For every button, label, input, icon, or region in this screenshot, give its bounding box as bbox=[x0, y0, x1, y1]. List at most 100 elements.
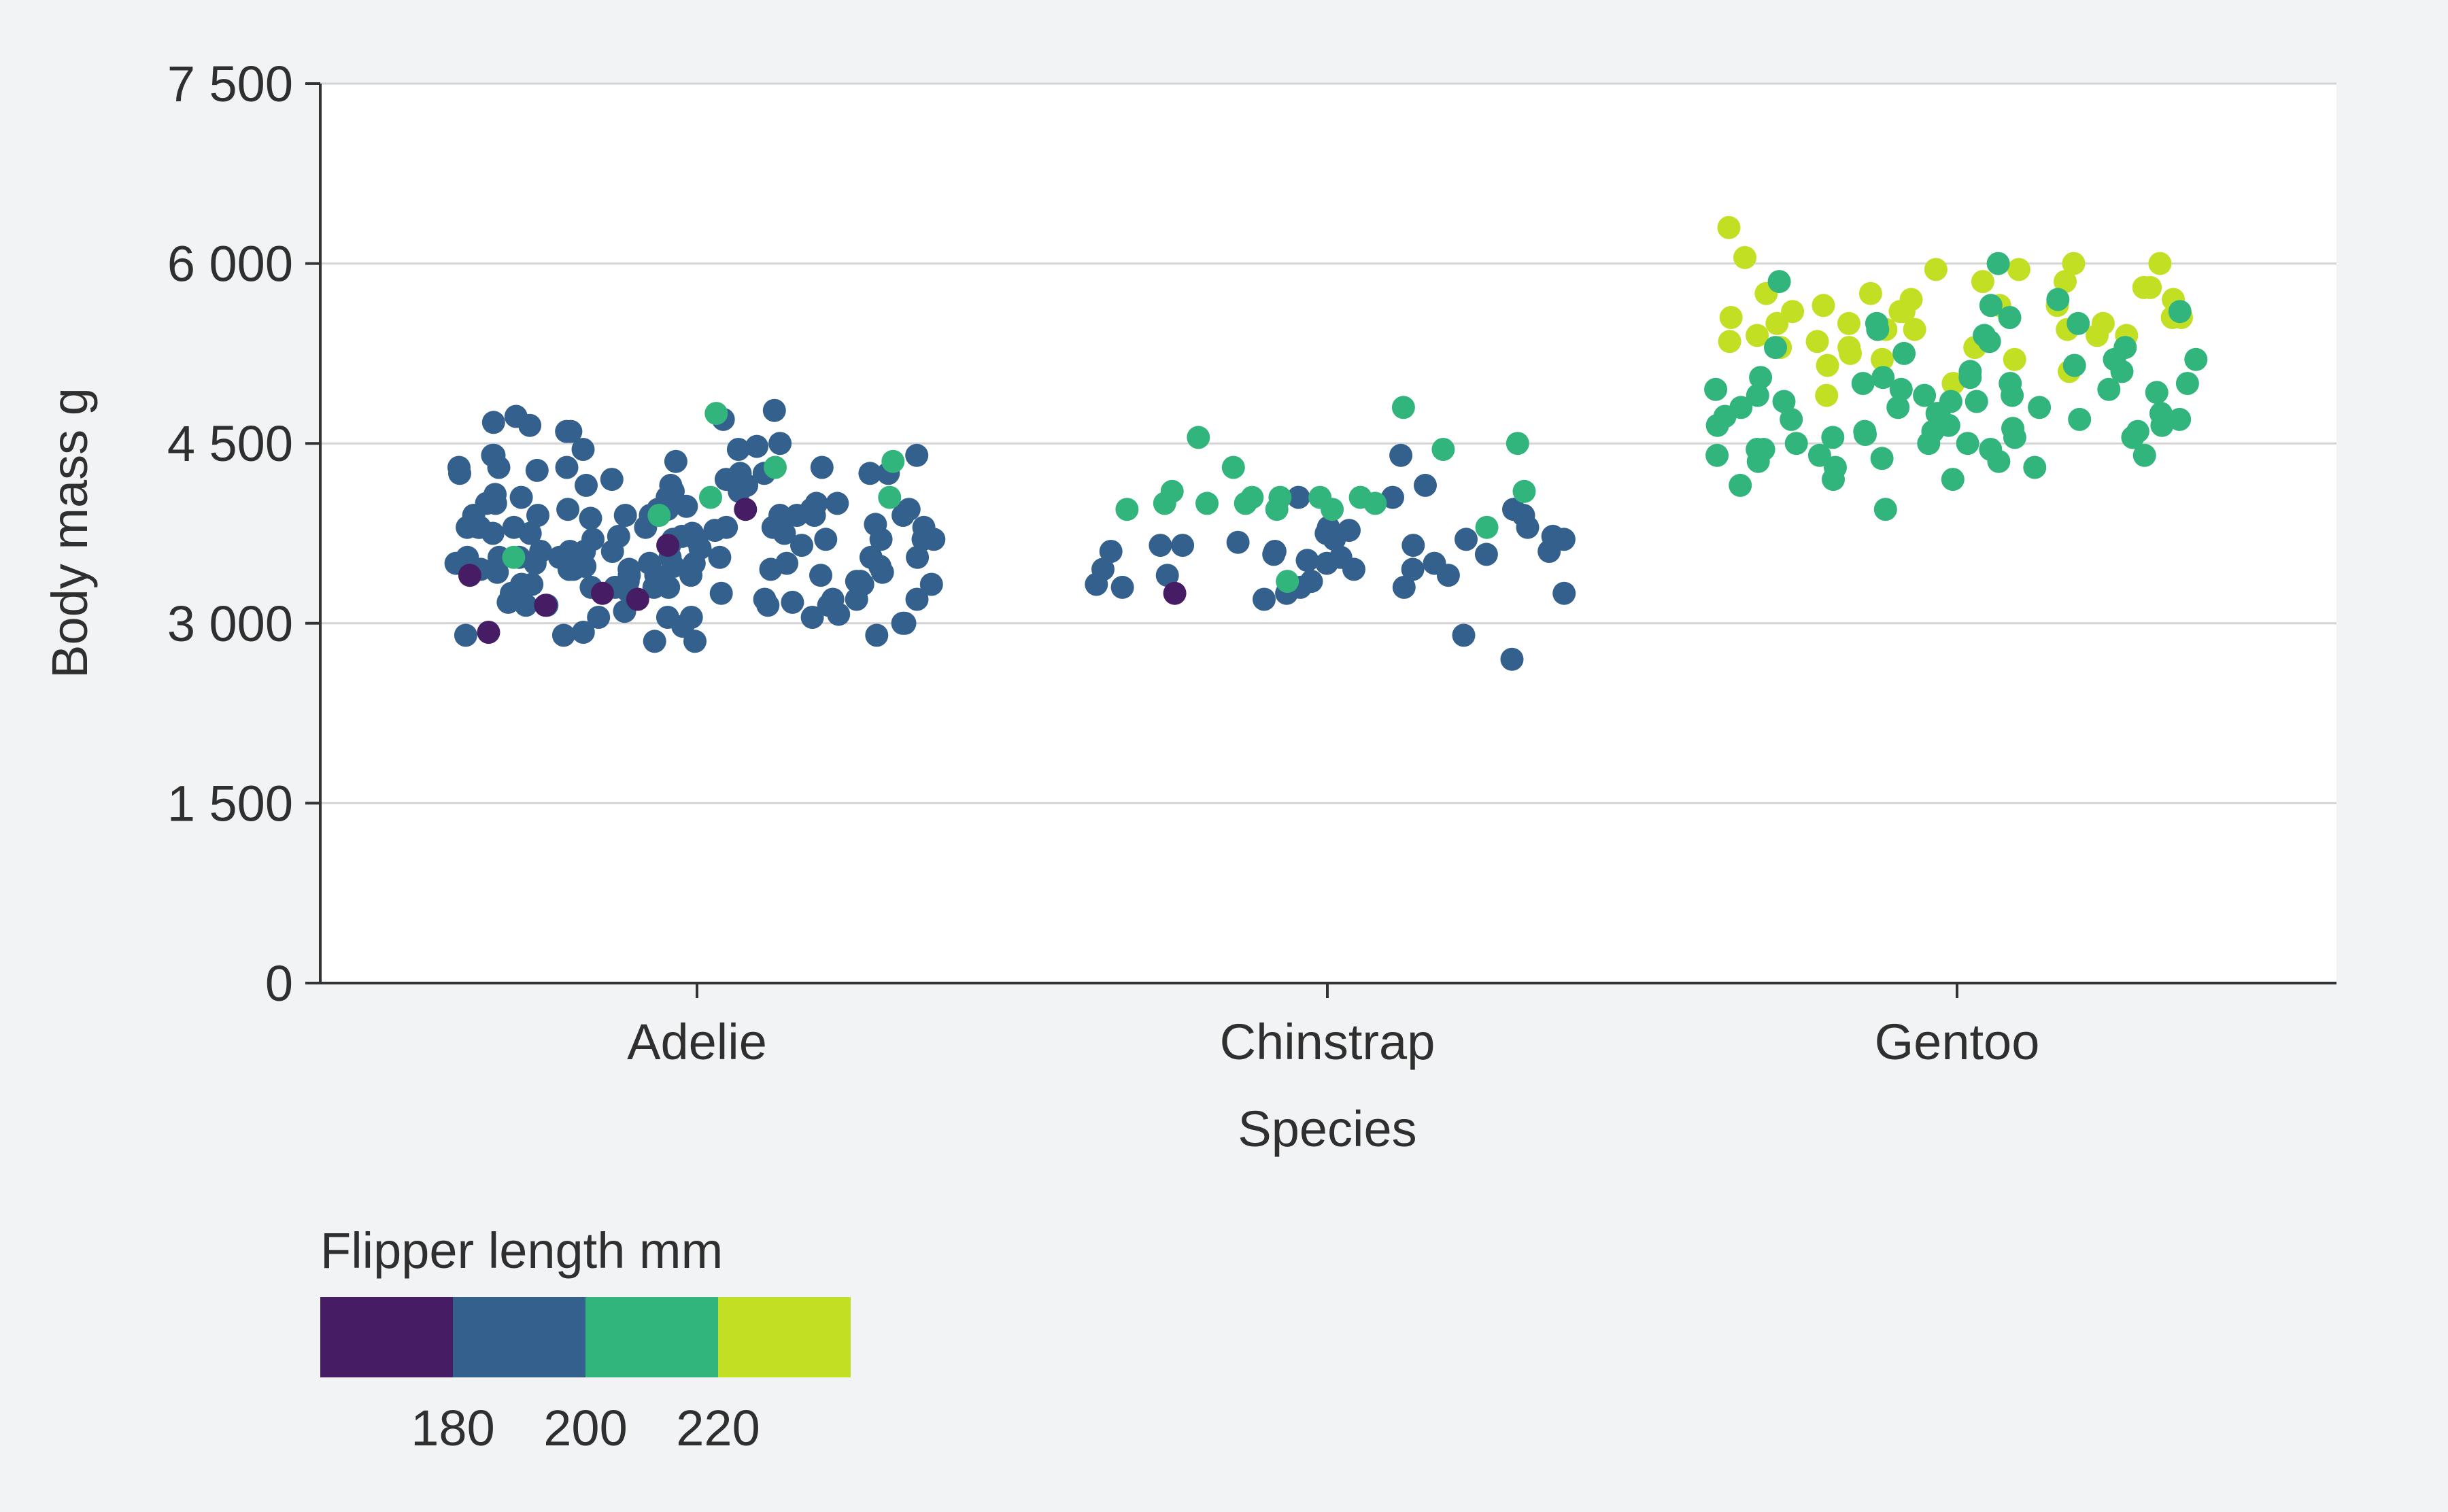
data-point bbox=[800, 606, 824, 629]
data-point bbox=[772, 521, 796, 545]
data-point bbox=[613, 504, 637, 527]
data-point bbox=[2023, 456, 2047, 479]
data-point bbox=[1287, 485, 1310, 509]
data-point bbox=[2184, 347, 2208, 371]
data-point bbox=[2168, 407, 2192, 431]
data-point bbox=[1858, 281, 1882, 305]
data-point bbox=[1719, 306, 1743, 329]
data-point bbox=[764, 456, 787, 479]
data-point bbox=[1401, 557, 1425, 581]
data-point bbox=[502, 545, 526, 569]
data-point bbox=[1099, 540, 1123, 563]
data-point bbox=[1234, 492, 1257, 515]
data-point bbox=[656, 534, 680, 557]
data-point bbox=[2054, 270, 2077, 294]
data-point bbox=[626, 587, 649, 611]
y-tick-label: 6 000 bbox=[167, 236, 293, 292]
data-point bbox=[1815, 383, 1839, 407]
data-point bbox=[555, 419, 579, 443]
data-point bbox=[2046, 288, 2070, 311]
data-point bbox=[575, 473, 598, 497]
data-point bbox=[1110, 575, 1134, 599]
data-point bbox=[1091, 557, 1115, 581]
data-point bbox=[1917, 432, 1941, 456]
data-point bbox=[1268, 485, 1292, 509]
data-point bbox=[579, 506, 602, 530]
legend-break-label: 180 bbox=[411, 1400, 494, 1456]
data-point bbox=[1115, 498, 1139, 521]
data-point bbox=[1822, 468, 1845, 492]
data-point bbox=[781, 590, 804, 614]
data-point bbox=[1913, 383, 1937, 407]
x-axis-title: Species bbox=[1238, 1101, 1416, 1157]
data-point bbox=[656, 606, 679, 629]
data-point bbox=[814, 528, 838, 551]
data-point bbox=[1153, 492, 1176, 515]
data-point bbox=[1381, 485, 1404, 509]
data-point bbox=[573, 555, 597, 578]
data-point bbox=[683, 630, 707, 653]
data-point bbox=[745, 434, 768, 458]
data-point bbox=[496, 590, 520, 614]
data-point bbox=[1552, 581, 1576, 605]
data-point bbox=[504, 405, 528, 428]
color-legend: 180 200 220 bbox=[320, 1297, 851, 1456]
data-point bbox=[2175, 372, 2199, 395]
data-point bbox=[458, 564, 481, 587]
data-point bbox=[1851, 372, 1875, 395]
data-point bbox=[1888, 300, 1912, 324]
data-point bbox=[518, 521, 542, 545]
data-point bbox=[2110, 360, 2134, 383]
data-point bbox=[647, 504, 671, 527]
data-point bbox=[534, 594, 558, 617]
data-point bbox=[1512, 479, 1536, 503]
data-point bbox=[1348, 485, 1372, 509]
data-point bbox=[827, 602, 851, 626]
data-point bbox=[1870, 447, 1894, 470]
legend-color-swatch bbox=[718, 1297, 851, 1377]
legend-break-label: 200 bbox=[543, 1400, 627, 1456]
data-point bbox=[703, 519, 727, 543]
data-point bbox=[826, 492, 849, 515]
data-point bbox=[1414, 473, 1437, 497]
data-point bbox=[762, 398, 786, 422]
legend-color-swatch bbox=[585, 1297, 718, 1377]
data-point bbox=[1886, 396, 1910, 419]
data-point bbox=[551, 623, 575, 647]
data-point bbox=[878, 485, 902, 509]
data-point bbox=[1392, 575, 1416, 599]
data-point bbox=[1977, 330, 2001, 354]
data-point bbox=[768, 504, 792, 527]
data-point bbox=[2132, 443, 2156, 467]
data-point bbox=[1971, 270, 1994, 294]
data-point bbox=[675, 494, 698, 518]
data-point bbox=[2062, 252, 2086, 275]
data-point bbox=[858, 462, 882, 485]
data-point bbox=[1704, 377, 1728, 401]
y-tick-label: 7 500 bbox=[167, 56, 293, 112]
data-point bbox=[1729, 473, 1752, 497]
data-point bbox=[664, 449, 687, 473]
data-point bbox=[869, 528, 893, 551]
data-point bbox=[699, 485, 722, 509]
data-point bbox=[1389, 443, 1413, 467]
data-point bbox=[1195, 492, 1219, 515]
data-point bbox=[1329, 545, 1353, 569]
data-point bbox=[1805, 330, 1829, 354]
y-ticks: 0 1 500 3 000 4 500 6 000 7 500 bbox=[167, 56, 320, 1012]
data-point bbox=[1772, 390, 1796, 413]
data-point bbox=[1873, 498, 1897, 521]
data-point bbox=[1979, 294, 2003, 317]
x-ticks: Adelie Chinstrap Gentoo bbox=[627, 983, 2039, 1070]
data-point bbox=[2007, 258, 2030, 281]
data-point bbox=[891, 504, 915, 527]
data-point bbox=[571, 621, 595, 644]
data-point bbox=[514, 594, 538, 617]
data-point bbox=[1749, 366, 1773, 390]
data-point bbox=[1781, 300, 1805, 324]
data-point bbox=[905, 587, 929, 611]
data-point bbox=[525, 458, 549, 482]
data-point bbox=[1746, 324, 1769, 347]
data-point bbox=[1717, 216, 1741, 239]
data-point bbox=[1295, 549, 1319, 572]
